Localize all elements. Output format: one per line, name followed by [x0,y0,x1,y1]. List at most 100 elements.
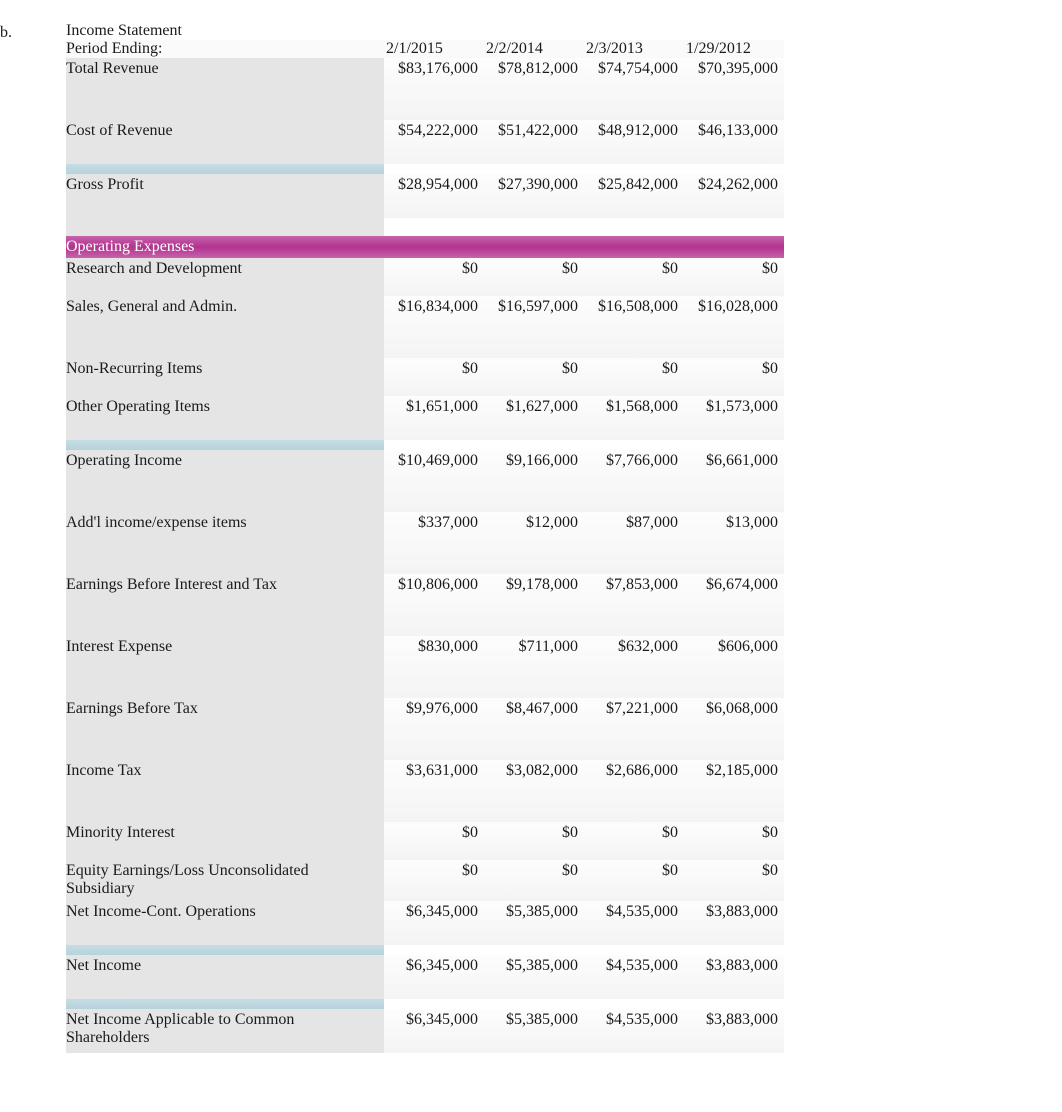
row-val-3: $3,883,000 [684,955,784,999]
row-val-3: $0 [684,860,784,901]
row-label: Add'l income/expense items [66,512,384,574]
row-val-1: $0 [484,358,584,396]
row-val-0: $0 [384,358,484,396]
row-val-3: $1,573,000 [684,396,784,440]
row-val-3: $6,661,000 [684,450,784,512]
row-sga: Sales, General and Admin.$16,834,000$16,… [66,296,784,358]
row-val-2: $0 [584,860,684,901]
row-val-0: $54,222,000 [384,120,484,164]
row-val-3: $13,000 [684,512,784,574]
row-val-3: $2,185,000 [684,760,784,822]
row-val-0: $6,345,000 [384,1009,484,1053]
row-val-3: $24,262,000 [684,174,784,218]
row-val-0: $6,345,000 [384,901,484,945]
row-val-2: $48,912,000 [584,120,684,164]
row-val-1: $0 [484,822,584,860]
row-label: Net Income [66,955,384,999]
row-val-3: $0 [684,358,784,396]
row-total_revenue: Total Revenue$83,176,000$78,812,000$74,7… [66,58,784,120]
income-statement-table-wrap: Income Statement Period Ending: 2/1/2015… [66,22,784,1053]
row-label: Net Income Applicable to Common Sharehol… [66,1009,384,1053]
row-cost_of_revenue: Cost of Revenue$54,222,000$51,422,000$48… [66,120,784,164]
row-ebt: Earnings Before Tax$9,976,000$8,467,000$… [66,698,784,760]
period-ending-label: Period Ending: [66,40,384,58]
blue-separator [66,440,784,450]
row-val-0: $16,834,000 [384,296,484,358]
income-statement-table: Income Statement Period Ending: 2/1/2015… [66,22,784,1053]
period-2: 2/3/2013 [584,40,684,58]
row-val-0: $337,000 [384,512,484,574]
row-val-1: $78,812,000 [484,58,584,120]
row-val-0: $0 [384,258,484,296]
row-minority: Minority Interest$0$0$0$0 [66,822,784,860]
row-val-2: $7,766,000 [584,450,684,512]
row-val-1: $9,166,000 [484,450,584,512]
row-label: Interest Expense [66,636,384,698]
row-val-0: $0 [384,822,484,860]
row-ni_common: Net Income Applicable to Common Sharehol… [66,1009,784,1053]
period-0: 2/1/2015 [384,40,484,58]
row-val-0: $3,631,000 [384,760,484,822]
row-val-3: $606,000 [684,636,784,698]
period-1: 2/2/2014 [484,40,584,58]
row-val-0: $10,469,000 [384,450,484,512]
title-row: Income Statement [66,22,784,40]
row-label: Research and Development [66,258,384,296]
row-income_tax: Income Tax$3,631,000$3,082,000$2,686,000… [66,760,784,822]
row-val-2: $4,535,000 [584,955,684,999]
blue-separator [66,945,784,955]
row-op_income: Operating Income$10,469,000$9,166,000$7,… [66,450,784,512]
row-non_recurring: Non-Recurring Items$0$0$0$0 [66,358,784,396]
row-other_op: Other Operating Items$1,651,000$1,627,00… [66,396,784,440]
row-val-1: $5,385,000 [484,901,584,945]
row-val-2: $4,535,000 [584,1009,684,1053]
row-val-1: $711,000 [484,636,584,698]
row-val-2: $25,842,000 [584,174,684,218]
row-val-0: $830,000 [384,636,484,698]
row-val-2: $7,853,000 [584,574,684,636]
row-label: Income Tax [66,760,384,822]
row-label: Earnings Before Interest and Tax [66,574,384,636]
row-val-1: $0 [484,860,584,901]
row-val-2: $74,754,000 [584,58,684,120]
table-title: Income Statement [66,22,784,40]
row-val-1: $1,627,000 [484,396,584,440]
row-label: Minority Interest [66,822,384,860]
row-gross_profit: Gross Profit$28,954,000$27,390,000$25,84… [66,174,784,218]
row-label: Other Operating Items [66,396,384,440]
row-label: Total Revenue [66,58,384,120]
row-val-1: $51,422,000 [484,120,584,164]
row-val-2: $632,000 [584,636,684,698]
row-val-2: $0 [584,358,684,396]
row-net_income: Net Income$6,345,000$5,385,000$4,535,000… [66,955,784,999]
row-val-3: $0 [684,822,784,860]
row-val-3: $46,133,000 [684,120,784,164]
row-label: Cost of Revenue [66,120,384,164]
blue-separator [66,164,784,174]
row-addl: Add'l income/expense items$337,000$12,00… [66,512,784,574]
row-label: Operating Income [66,450,384,512]
row-val-3: $3,883,000 [684,901,784,945]
row-val-1: $8,467,000 [484,698,584,760]
row-interest_exp: Interest Expense$830,000$711,000$632,000… [66,636,784,698]
row-label: Earnings Before Tax [66,698,384,760]
row-val-0: $0 [384,860,484,901]
row-label: Gross Profit [66,174,384,218]
row-val-1: $5,385,000 [484,1009,584,1053]
row-val-1: $16,597,000 [484,296,584,358]
row-val-3: $3,883,000 [684,1009,784,1053]
period-row: Period Ending: 2/1/2015 2/2/2014 2/3/201… [66,40,784,58]
row-val-2: $2,686,000 [584,760,684,822]
row-rnd: Research and Development$0$0$0$0 [66,258,784,296]
row-val-1: $5,385,000 [484,955,584,999]
row-val-0: $1,651,000 [384,396,484,440]
row-val-1: $9,178,000 [484,574,584,636]
blue-separator [66,999,784,1009]
row-label: Sales, General and Admin. [66,296,384,358]
row-label: Equity Earnings/Loss Unconsolidated Subs… [66,860,384,901]
row-label: Net Income-Cont. Operations [66,901,384,945]
row-ebit: Earnings Before Interest and Tax$10,806,… [66,574,784,636]
row-val-1: $27,390,000 [484,174,584,218]
row-val-2: $0 [584,258,684,296]
row-val-2: $16,508,000 [584,296,684,358]
